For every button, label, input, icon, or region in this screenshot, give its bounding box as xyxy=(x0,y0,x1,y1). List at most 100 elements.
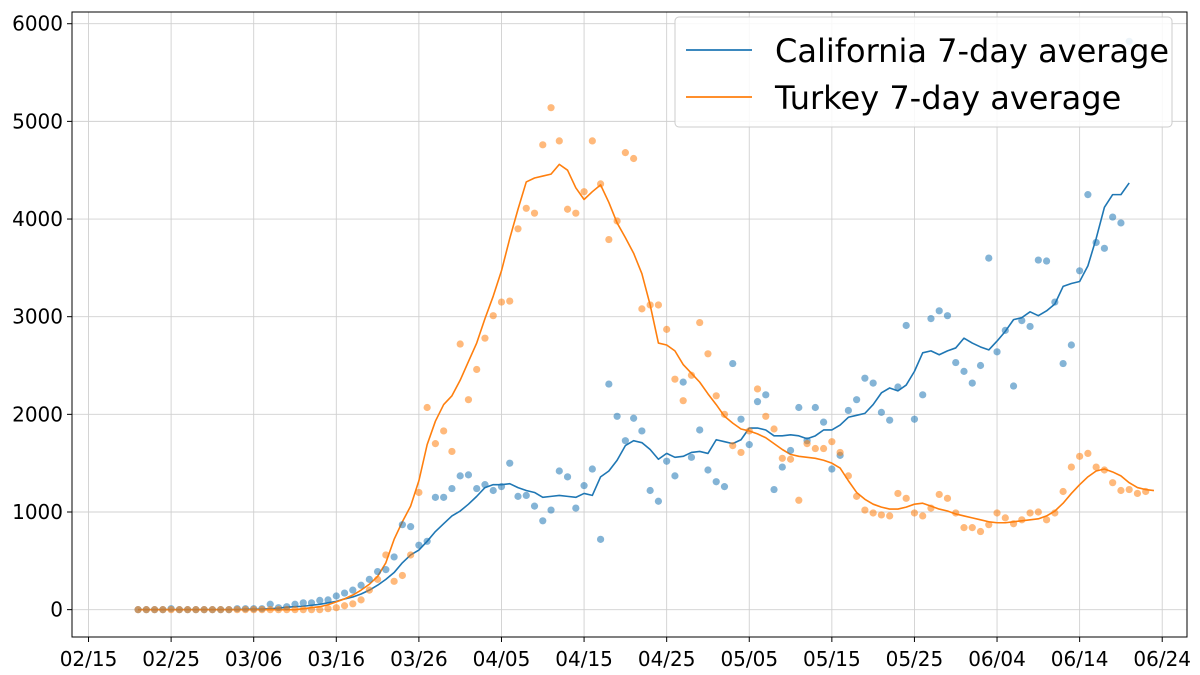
x-tick-label: 05/15 xyxy=(803,647,861,671)
turkey-daily-point xyxy=(159,606,167,614)
turkey-daily-point xyxy=(671,375,679,383)
california-daily-point xyxy=(993,348,1001,356)
y-tick-label: 4000 xyxy=(12,207,63,231)
turkey-daily-point xyxy=(192,606,200,614)
turkey-daily-point xyxy=(415,488,423,497)
california-daily-point xyxy=(671,472,679,480)
x-tick-label: 02/25 xyxy=(142,647,200,671)
turkey-daily-point xyxy=(844,472,852,480)
turkey-daily-point xyxy=(175,606,183,614)
turkey-daily-point xyxy=(456,340,464,348)
california-daily-point xyxy=(332,592,340,600)
california-daily-point xyxy=(894,383,902,391)
turkey-daily-point xyxy=(440,427,448,435)
california-daily-point xyxy=(1076,267,1084,275)
turkey-daily-point xyxy=(274,606,283,614)
turkey-daily-point xyxy=(522,204,530,212)
turkey-daily-point xyxy=(506,297,514,305)
turkey-average-line xyxy=(138,163,1155,611)
california-daily-point xyxy=(828,465,836,473)
california-daily-point xyxy=(522,491,530,499)
turkey-daily-point xyxy=(778,454,786,462)
california-daily-point xyxy=(1100,244,1109,252)
california-daily-point xyxy=(415,541,423,549)
turkey-daily-point xyxy=(762,412,770,420)
turkey-daily-point xyxy=(729,441,737,450)
turkey-daily-point xyxy=(555,137,563,145)
turkey-daily-point xyxy=(1100,466,1109,474)
california-daily-point xyxy=(976,361,985,370)
x-tick-label: 04/25 xyxy=(638,647,696,671)
california-daily-point xyxy=(729,359,737,368)
turkey-daily-point xyxy=(1125,485,1133,494)
california-daily-point xyxy=(440,493,448,501)
california-daily-point xyxy=(861,374,869,382)
x-tick-label: 03/16 xyxy=(307,647,365,671)
california-daily-point xyxy=(266,600,274,608)
california-daily-point xyxy=(886,416,894,424)
turkey-daily-point xyxy=(853,492,861,500)
california-daily-point xyxy=(1026,322,1034,331)
turkey-daily-point xyxy=(241,606,250,614)
california-daily-point xyxy=(1109,213,1117,221)
california-daily-point xyxy=(811,403,819,412)
california-daily-point xyxy=(704,466,712,474)
turkey-daily-point xyxy=(786,455,795,463)
turkey-daily-point xyxy=(324,605,332,613)
turkey-daily-point xyxy=(836,448,844,457)
california-daily-point xyxy=(563,473,572,481)
turkey-daily-point xyxy=(1067,463,1075,471)
turkey-daily-point xyxy=(489,312,497,320)
california-daily-point xyxy=(497,483,506,491)
turkey-daily-point xyxy=(572,209,580,217)
turkey-daily-point xyxy=(877,511,886,519)
turkey-daily-point xyxy=(167,606,175,614)
turkey-daily-point xyxy=(134,606,142,614)
california-daily-point xyxy=(489,486,497,495)
turkey-daily-point xyxy=(704,350,712,358)
turkey-daily-point xyxy=(613,217,621,225)
turkey-daily-point xyxy=(927,504,935,512)
california-daily-point xyxy=(307,599,316,607)
turkey-daily-point xyxy=(530,209,539,217)
california-daily-point xyxy=(753,398,762,406)
california-daily-point xyxy=(927,315,935,323)
turkey-daily-point xyxy=(886,512,894,520)
turkey-daily-point xyxy=(357,596,365,604)
turkey-daily-point xyxy=(968,524,976,532)
turkey-daily-point xyxy=(266,606,274,614)
california-daily-point xyxy=(902,321,910,330)
california-daily-point xyxy=(464,471,473,479)
turkey-daily-point xyxy=(497,298,506,306)
turkey-daily-point xyxy=(283,606,291,614)
california-daily-point xyxy=(1042,257,1051,265)
series-points xyxy=(134,37,1150,614)
turkey-daily-point xyxy=(1001,514,1009,522)
california-daily-point xyxy=(1001,326,1009,334)
california-daily-point xyxy=(547,506,555,514)
california-daily-point xyxy=(720,483,729,491)
california-daily-point xyxy=(1034,256,1042,264)
legend-label-turkey: Turkey 7-day average xyxy=(774,79,1121,117)
y-tick-label: 6000 xyxy=(12,12,63,36)
turkey-daily-point xyxy=(902,494,910,502)
turkey-daily-point xyxy=(1034,508,1042,516)
y-tick-label: 1000 xyxy=(12,500,63,524)
california-daily-point xyxy=(1067,341,1075,349)
california-daily-point xyxy=(1051,298,1059,306)
turkey-daily-point xyxy=(1051,509,1059,517)
turkey-daily-point xyxy=(332,604,340,612)
california-daily-point xyxy=(588,465,596,473)
turkey-daily-point xyxy=(340,602,349,610)
california-daily-point xyxy=(869,379,877,387)
california-daily-point xyxy=(473,484,481,493)
california-daily-point xyxy=(696,426,704,434)
turkey-daily-point xyxy=(910,509,919,517)
turkey-daily-point xyxy=(316,606,324,614)
x-tick-label: 05/25 xyxy=(886,647,944,671)
turkey-daily-point xyxy=(811,444,819,453)
y-tick-label: 3000 xyxy=(12,305,63,329)
california-daily-point xyxy=(324,596,332,604)
turkey-daily-point xyxy=(1084,449,1092,458)
turkey-daily-point xyxy=(646,301,654,309)
